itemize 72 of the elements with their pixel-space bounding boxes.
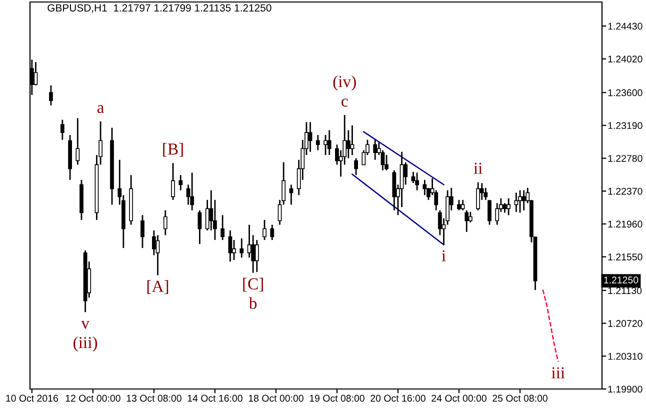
candlestick: [354, 158, 358, 176]
candlestick: [76, 117, 80, 166]
y-tick-label: 1.21130: [608, 287, 642, 294]
annotation: v: [81, 320, 90, 329]
annotation: [C]: [243, 278, 263, 292]
chart-title: GBPUSD,H1 1.21797 1.21799 1.21135 1.21250: [48, 4, 272, 13]
candlestick: [464, 210, 469, 233]
annotation: [B]: [163, 142, 183, 157]
candlestick: [384, 154, 388, 171]
annotation: 1.21250: [604, 276, 638, 284]
annotation: ii: [474, 162, 482, 174]
annotation: b: [248, 297, 257, 309]
y-tick-label: 1.20720: [608, 320, 642, 327]
annotation: i: [442, 250, 446, 262]
y-tick-label: 1.20310: [608, 352, 642, 360]
candlestick: [316, 134, 320, 151]
candlestick: [327, 130, 332, 156]
candlestick: [220, 214, 225, 241]
candlestick: [324, 134, 328, 156]
y-tick-label: 1.22370: [608, 188, 642, 195]
candlestick: [34, 61, 38, 86]
candlestick: [415, 172, 419, 191]
candlestick: [506, 198, 511, 216]
candlestick: [468, 211, 472, 224]
candlestick: [404, 162, 408, 186]
candlestick: [140, 214, 144, 249]
annotation: (iv): [333, 75, 356, 91]
candlestick: [350, 124, 354, 156]
annotation: (iii): [74, 336, 98, 352]
candlestick: [171, 162, 175, 201]
x-tick-label: 10 Oct 2016: [6, 394, 58, 402]
candlestick: [270, 224, 274, 241]
y-tick-label: 1.21960: [608, 220, 642, 228]
candlestick: [163, 210, 168, 236]
y-tick-label: 1.23600: [608, 89, 642, 96]
candlestick: [346, 130, 350, 159]
y-tick-label: 1.22780: [608, 154, 642, 162]
annotation: a: [97, 105, 104, 114]
candlestick: [460, 199, 465, 212]
annotation: iii: [552, 367, 565, 378]
candlestick: [60, 119, 64, 141]
candlestick: [422, 179, 427, 196]
y-tick-label: 1.23190: [608, 122, 642, 130]
candlestick: [518, 190, 522, 214]
x-tick-label: 13 Oct 08:00: [126, 394, 182, 402]
y-tick-label: 1.19900: [608, 386, 642, 393]
x-tick-label: 14 Oct 16:00: [188, 394, 242, 402]
y-tick-label: 1.21550: [608, 254, 642, 260]
annotation: c: [342, 98, 348, 107]
candlestick: [308, 121, 312, 153]
annotation: [A]: [147, 280, 168, 294]
candlestick: [457, 199, 461, 212]
line-series: [542, 289, 559, 362]
candlestick: [49, 84, 53, 106]
candlestick: [262, 219, 266, 241]
candlestick: [495, 202, 500, 226]
x-tick-label: 24 Oct 00:00: [432, 394, 486, 402]
candlestick: [178, 174, 183, 191]
candlestick: [232, 239, 236, 261]
y-tick-label: 1.24430: [608, 22, 642, 30]
candlestick: [190, 172, 194, 212]
candlestick: [488, 199, 492, 226]
x-tick-label: 20 Oct 16:00: [370, 394, 426, 402]
x-tick-label: 12 Oct 00:00: [66, 394, 120, 402]
x-tick-label: 25 Oct 08:00: [492, 394, 548, 402]
x-tick-label: 18 Oct 00:00: [248, 394, 304, 402]
candlestick: [240, 238, 244, 258]
x-tick-label: 19 Oct 08:00: [310, 394, 364, 402]
candlestick: [373, 139, 378, 161]
candlestick: [476, 182, 480, 212]
candlestick: [254, 239, 259, 273]
y-tick-label: 1.24020: [608, 56, 642, 63]
